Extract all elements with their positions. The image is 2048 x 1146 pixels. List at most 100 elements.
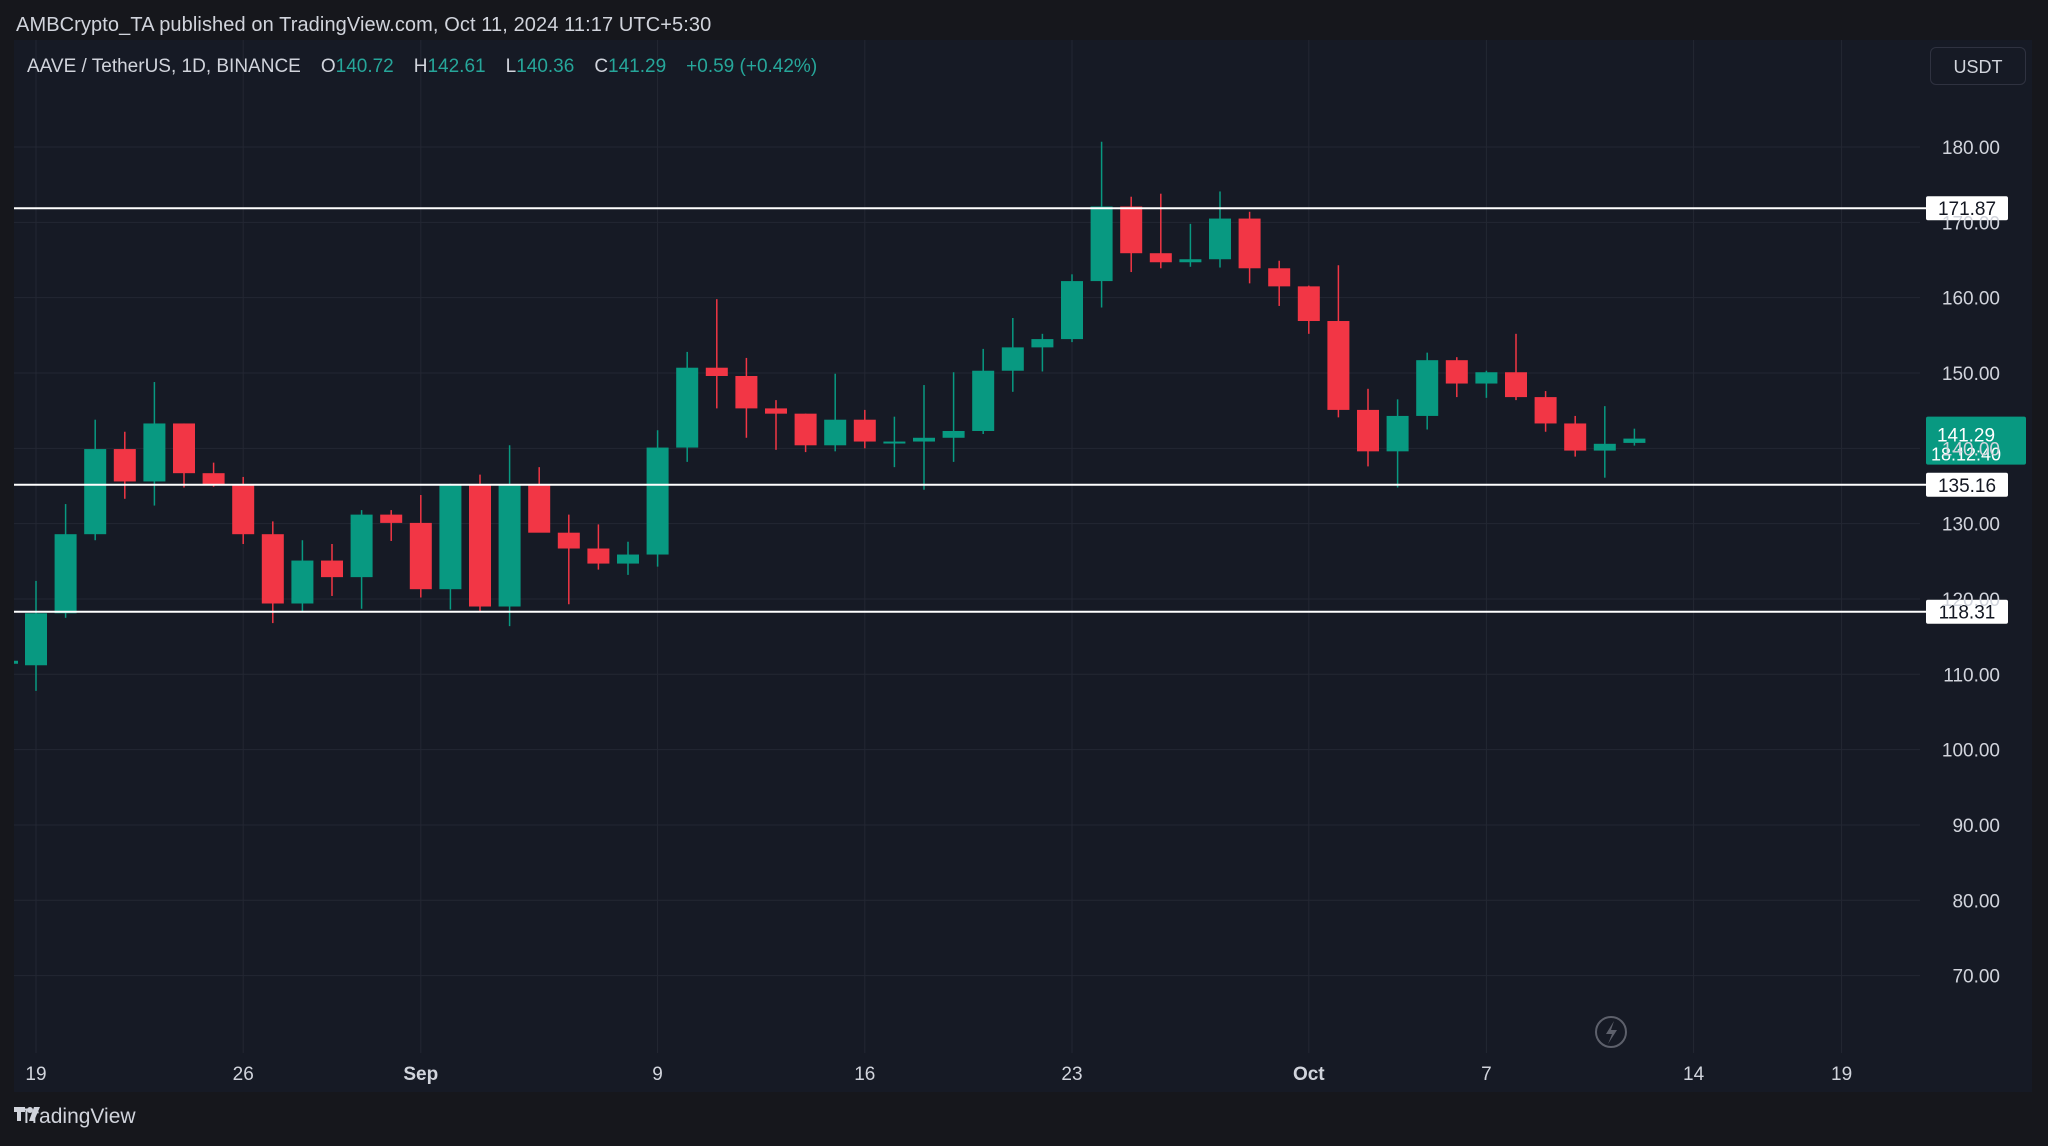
candle [528,467,551,533]
candle [824,373,847,452]
candle-body [528,484,551,533]
candle-body [972,370,995,431]
candle [291,540,314,613]
candle [1534,391,1557,432]
candle [409,495,432,598]
chart-panel[interactable] [14,40,2032,1092]
candle [84,419,107,541]
y-tick-label: 70.00 [1952,967,2000,988]
candle [883,416,906,468]
candle-body [261,534,284,604]
candle [1593,406,1616,478]
x-tick-label: 14 [1683,1064,1705,1085]
candle-body [1297,286,1320,322]
candles [14,141,1646,691]
candle-body [232,485,255,535]
candle-body [557,532,580,549]
candle [676,351,699,462]
candle-body [1268,268,1291,287]
candle-body [409,522,432,590]
candle [173,423,195,488]
candle-body [54,534,77,614]
candle [1564,415,1587,457]
candle-body [1149,253,1172,263]
candle [1120,196,1143,273]
candle [1623,428,1646,446]
candle [439,483,462,610]
candle [113,431,136,499]
x-tick-label: 26 [233,1064,254,1085]
candle [794,413,817,453]
candle-body [1179,259,1202,263]
candle-body [1475,372,1498,384]
candle-body [1564,423,1587,451]
x-tick-label: Oct [1293,1064,1325,1085]
candle [587,524,610,570]
candle-body [173,423,195,474]
candle-body [942,430,965,438]
candle-body [143,423,166,482]
candle [143,382,166,506]
candle [1445,357,1468,398]
candle [1179,223,1202,267]
candle-body [1001,347,1024,371]
partial-candle [14,660,18,664]
candle [202,462,225,487]
candle [25,580,47,691]
candle [380,510,403,541]
candle [1386,399,1409,488]
candle [1357,388,1379,467]
candle [321,543,343,596]
candle-body [824,419,847,446]
candle-body [469,484,491,607]
last-price-tag [1926,416,2026,465]
candle-body [1386,415,1409,452]
close-label: C [594,56,609,77]
level-label-box [1926,599,2008,624]
candle-body [321,560,343,578]
candle-body [794,413,817,446]
candle-body [1327,321,1350,410]
candle [350,510,373,609]
level-label: 135.16 [1938,476,1996,497]
candle [1505,333,1527,401]
x-tick-label: Sep [403,1064,438,1085]
high-value: 142.61 [427,56,486,77]
candle-body [705,367,728,377]
candle [1061,274,1083,343]
brand-name: TradingView [20,1105,136,1128]
candle-body [1031,339,1054,348]
candle-body [113,449,136,482]
x-tick-label: 23 [1061,1064,1082,1085]
y-tick-label: 110.00 [1943,665,2000,686]
candle [1031,333,1054,372]
candle [54,504,77,618]
y-tick-label: 140.00 [1942,439,2000,460]
candle [232,476,255,544]
low-label: L [505,56,517,77]
candle [1149,193,1172,269]
candle [1416,352,1439,430]
candle-body [617,554,639,564]
y-tick-label: 80.00 [1952,891,2000,912]
y-tick-label: 160.00 [1942,289,2000,310]
candle-body [1416,360,1439,416]
candle-body [380,514,403,523]
y-tick-label: 90.00 [1952,816,2000,837]
x-tick-label: 19 [25,1064,46,1085]
countdown-label: 18:12:40 [1931,445,2001,465]
candle [498,445,521,627]
candle [1238,211,1261,284]
lightning-icon[interactable] [1595,1016,1627,1048]
time-axis: 19 26 Sep 9 16 23 Oct 7 14 19 [25,1064,1852,1085]
candle-body [1238,218,1261,269]
publisher-caption: AMBCrypto_TA published on TradingView.co… [16,14,712,36]
candle-body [202,473,225,486]
close-value: 141.29 [608,56,667,77]
symbol-name[interactable]: AAVE / TetherUS, 1D, BINANCE [27,56,301,77]
currency-button[interactable]: USDT [1930,47,2026,85]
candle [705,299,728,409]
candle-body [735,376,758,409]
